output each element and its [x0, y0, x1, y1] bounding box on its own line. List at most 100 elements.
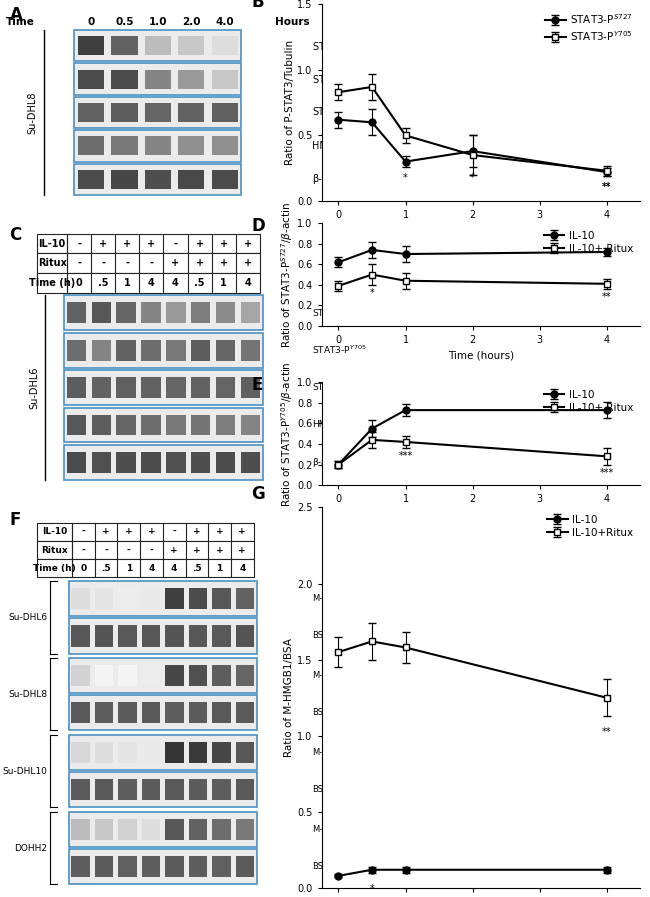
Bar — [141, 340, 161, 361]
Bar — [216, 414, 235, 435]
Bar — [212, 36, 238, 55]
Bar — [75, 97, 241, 128]
Bar — [116, 414, 136, 435]
Text: **: ** — [602, 182, 612, 192]
Text: STAT3: STAT3 — [312, 383, 339, 392]
Text: E: E — [252, 376, 263, 394]
Text: IL-10: IL-10 — [42, 527, 68, 536]
Bar — [64, 445, 263, 480]
Legend: IL-10, IL-10+Ritux: IL-10, IL-10+Ritux — [545, 513, 635, 540]
Bar — [67, 452, 86, 473]
Text: +: + — [148, 527, 155, 536]
Bar — [112, 136, 138, 155]
Bar — [145, 36, 171, 55]
Text: +: + — [172, 258, 179, 268]
Text: *: * — [470, 173, 475, 183]
Bar — [69, 772, 257, 807]
Bar — [116, 302, 136, 323]
Bar — [236, 702, 254, 723]
Text: Su-DHL8: Su-DHL8 — [27, 91, 38, 134]
Text: Time (h): Time (h) — [29, 278, 75, 288]
Bar — [95, 856, 113, 877]
Bar — [118, 779, 136, 800]
Bar — [78, 36, 104, 55]
Text: HMGB1: HMGB1 — [312, 141, 348, 151]
Text: -: - — [77, 239, 81, 248]
Bar — [69, 618, 257, 654]
Text: +: + — [99, 239, 107, 248]
Bar — [191, 377, 211, 398]
Text: +: + — [170, 545, 178, 554]
Text: C: C — [10, 226, 22, 244]
Text: +: + — [216, 545, 224, 554]
Text: 4.0: 4.0 — [215, 17, 234, 27]
Bar — [75, 64, 241, 95]
Bar — [189, 856, 207, 877]
Bar — [213, 856, 231, 877]
Bar — [178, 103, 204, 122]
Text: 1: 1 — [220, 278, 227, 288]
Bar — [142, 819, 161, 840]
Bar — [142, 588, 161, 609]
Text: 0: 0 — [81, 564, 86, 573]
Bar — [112, 70, 138, 89]
Bar — [112, 36, 138, 55]
Bar — [72, 666, 90, 686]
Text: .5: .5 — [192, 564, 202, 573]
Bar — [141, 302, 161, 323]
Bar — [216, 377, 235, 398]
Bar — [112, 170, 138, 188]
Bar — [236, 625, 254, 647]
Bar — [236, 856, 254, 877]
Text: +: + — [148, 239, 155, 248]
Text: **: ** — [602, 727, 612, 737]
Bar — [236, 742, 254, 763]
Bar — [178, 170, 204, 188]
Bar — [236, 666, 254, 686]
Bar — [191, 452, 211, 473]
Text: ***: *** — [599, 467, 614, 477]
Bar — [64, 370, 263, 405]
Bar — [69, 772, 257, 807]
Text: Time: Time — [5, 17, 34, 27]
Text: 0: 0 — [75, 278, 83, 288]
Bar — [38, 523, 254, 541]
Bar — [165, 856, 184, 877]
Bar — [213, 819, 231, 840]
Text: Su-DHL6: Su-DHL6 — [8, 613, 47, 622]
Bar — [189, 666, 207, 686]
Text: A: A — [10, 6, 23, 24]
Bar — [116, 452, 136, 473]
Text: M-HMGB1: M-HMGB1 — [312, 825, 354, 834]
Bar — [178, 70, 204, 89]
Text: Su-DHL8: Su-DHL8 — [8, 690, 47, 699]
Bar — [72, 819, 90, 840]
Bar — [166, 414, 185, 435]
Text: B: B — [252, 0, 265, 11]
Bar — [72, 702, 90, 723]
Text: -: - — [125, 258, 129, 268]
Bar — [236, 588, 254, 609]
Legend: IL-10, IL-10+ Ritux: IL-10, IL-10+ Ritux — [541, 388, 635, 415]
Bar — [112, 103, 138, 122]
Bar — [165, 588, 184, 609]
Y-axis label: Ratio of P-STAT3/Tubulin: Ratio of P-STAT3/Tubulin — [285, 40, 294, 165]
Bar — [166, 452, 185, 473]
Text: Ritux: Ritux — [42, 545, 68, 554]
Bar — [212, 170, 238, 188]
Legend: STAT3-P$^{S727}$, STAT3-P$^{Y705}$: STAT3-P$^{S727}$, STAT3-P$^{Y705}$ — [543, 10, 635, 45]
Text: -: - — [174, 239, 177, 248]
Text: 1: 1 — [216, 564, 223, 573]
Bar — [95, 702, 113, 723]
Bar — [95, 588, 113, 609]
Bar — [95, 779, 113, 800]
Bar — [64, 295, 263, 330]
Text: STAT3: STAT3 — [312, 108, 341, 118]
Bar — [191, 302, 211, 323]
Text: DOHH2: DOHH2 — [14, 843, 47, 852]
Bar — [75, 30, 241, 61]
Bar — [145, 70, 171, 89]
Text: HMGB1: HMGB1 — [312, 421, 346, 430]
Text: +: + — [196, 258, 203, 268]
Text: β-tubulin: β-tubulin — [312, 174, 356, 184]
